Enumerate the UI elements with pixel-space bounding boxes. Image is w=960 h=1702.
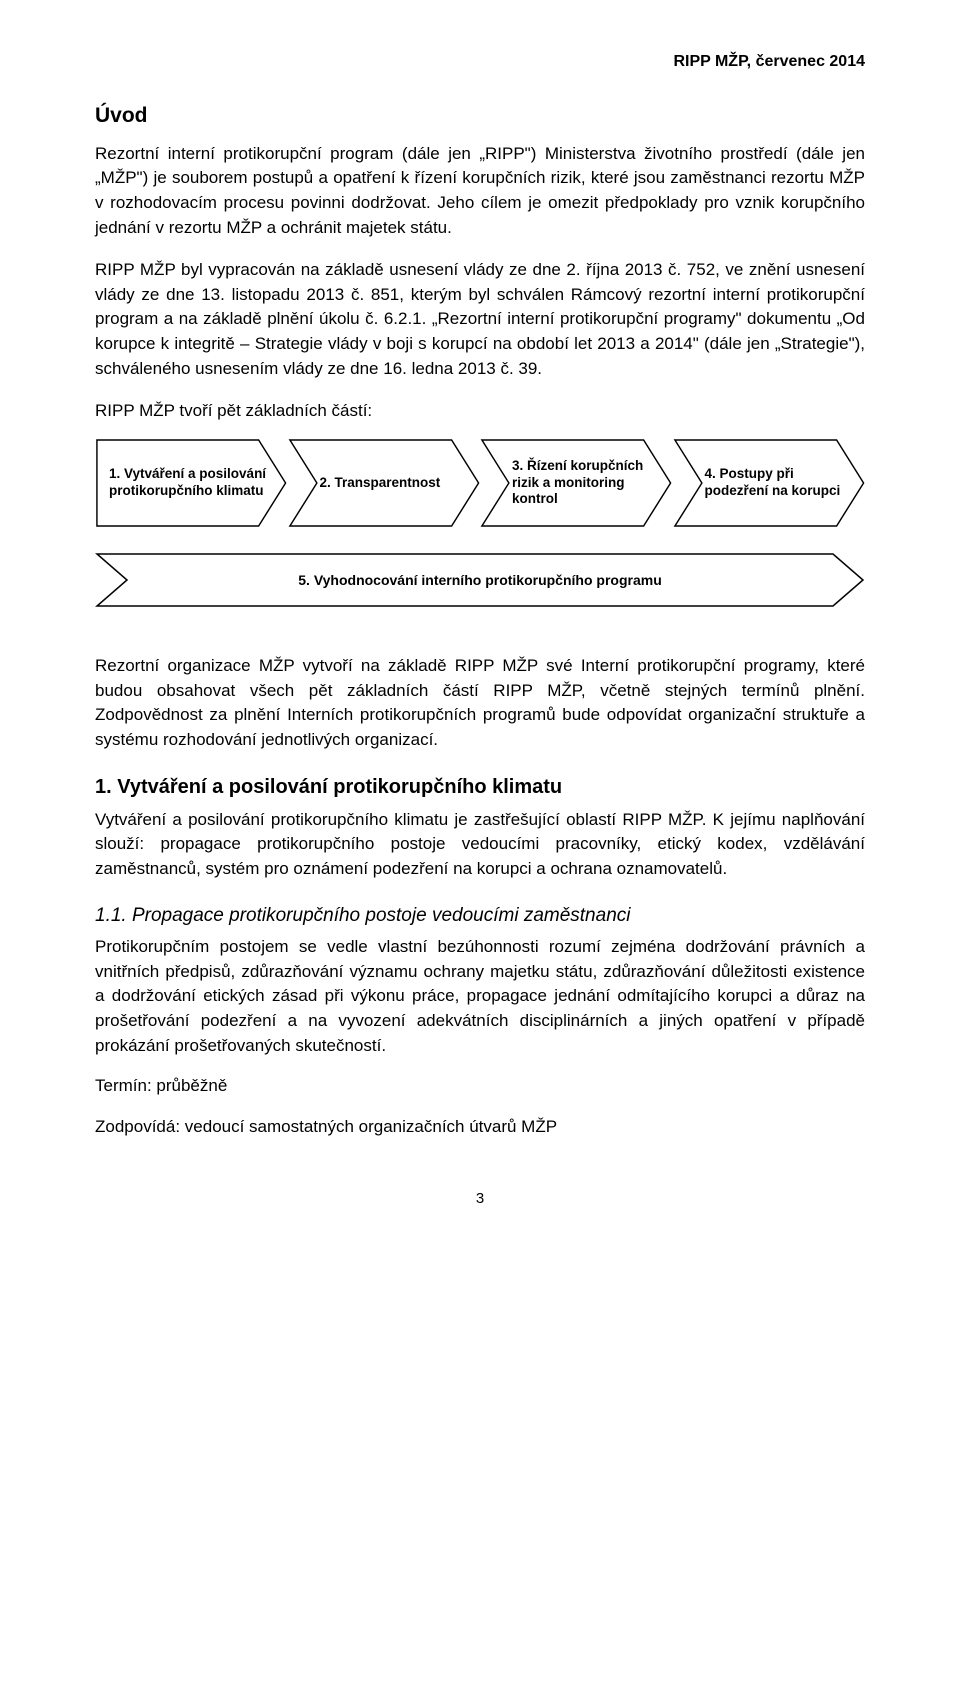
page-header-right: RIPP MŽP, červenec 2014 [95, 50, 865, 73]
process-step-label: 1. Vytváření a posilování protikorupčníh… [95, 466, 288, 500]
long-arrow: 5. Vyhodnocování interního protikorupční… [95, 552, 865, 608]
parts-intro: RIPP MŽP tvoří pět základních částí: [95, 399, 865, 424]
process-step-3: 3. Řízení korupčních rizik a monitoring … [480, 438, 673, 528]
subsection-1-1-heading: 1.1. Propagace protikorupčního postoje v… [95, 902, 865, 930]
term-line: Termín: průběžně [95, 1074, 865, 1099]
long-arrow-label: 5. Vyhodnocování interního protikorupční… [95, 552, 865, 608]
paragraph-3: Rezortní organizace MŽP vytvoří na zákla… [95, 654, 865, 753]
process-step-label: 4. Postupy při podezření na korupci [673, 466, 866, 500]
paragraph-1: Rezortní interní protikorupční program (… [95, 142, 865, 241]
process-step-1: 1. Vytváření a posilování protikorupčníh… [95, 438, 288, 528]
page-number: 3 [95, 1188, 865, 1210]
process-step-4: 4. Postupy při podezření na korupci [673, 438, 866, 528]
process-step-label: 2. Transparentnost [288, 475, 457, 492]
section-1-heading: 1. Vytváření a posilování protikorupčníh… [95, 773, 865, 802]
intro-heading: Úvod [95, 101, 865, 131]
section-1-body: Vytváření a posilování protikorupčního k… [95, 808, 865, 882]
paragraph-2: RIPP MŽP byl vypracován na základě usnes… [95, 258, 865, 381]
responsible-line: Zodpovídá: vedoucí samostatných organiza… [95, 1115, 865, 1140]
subsection-1-1-body: Protikorupčním postojem se vedle vlastní… [95, 935, 865, 1058]
process-step-2: 2. Transparentnost [288, 438, 481, 528]
process-chevron-row: 1. Vytváření a posilování protikorupčníh… [95, 438, 865, 528]
process-step-label: 3. Řízení korupčních rizik a monitoring … [480, 458, 673, 509]
